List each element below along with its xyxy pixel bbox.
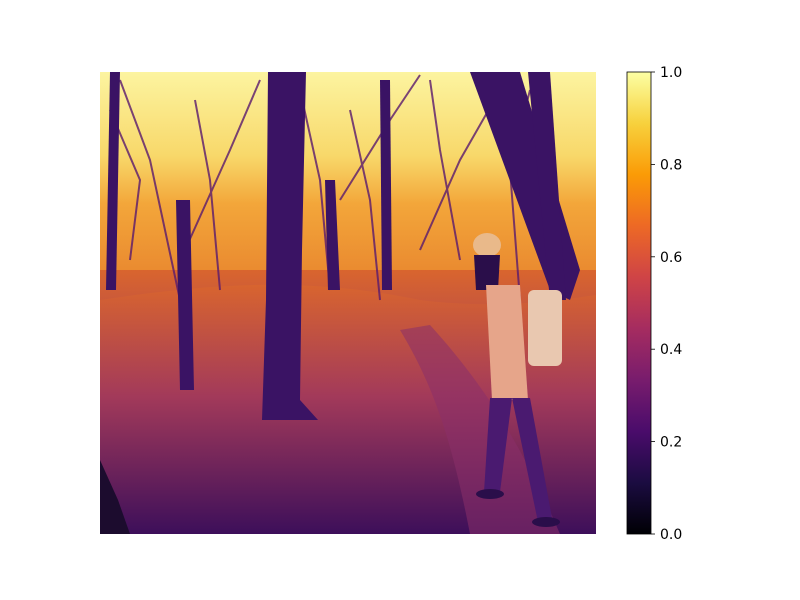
colorbar-tick-label: 1.0	[660, 65, 682, 81]
colorbar-tick-label: 0.2	[660, 435, 682, 451]
trees	[100, 72, 580, 534]
trail	[400, 325, 560, 534]
hiker-figure	[473, 233, 562, 527]
heatmap-image	[100, 72, 596, 534]
colorbar-tick-label: 0.8	[660, 157, 682, 173]
colorbar-fill	[627, 72, 651, 534]
colorbar-tick-label: 0.4	[660, 342, 682, 358]
colorbar: 0.0 0.2 0.4 0.6 0.8 1.0	[626, 65, 682, 543]
colorbar-frame	[626, 71, 652, 535]
colorbar-tick-label: 0.0	[660, 527, 682, 543]
colorbar-tick-label: 0.6	[660, 250, 682, 266]
colorbar-ticks: 0.0 0.2 0.4 0.6 0.8 1.0	[651, 65, 682, 543]
